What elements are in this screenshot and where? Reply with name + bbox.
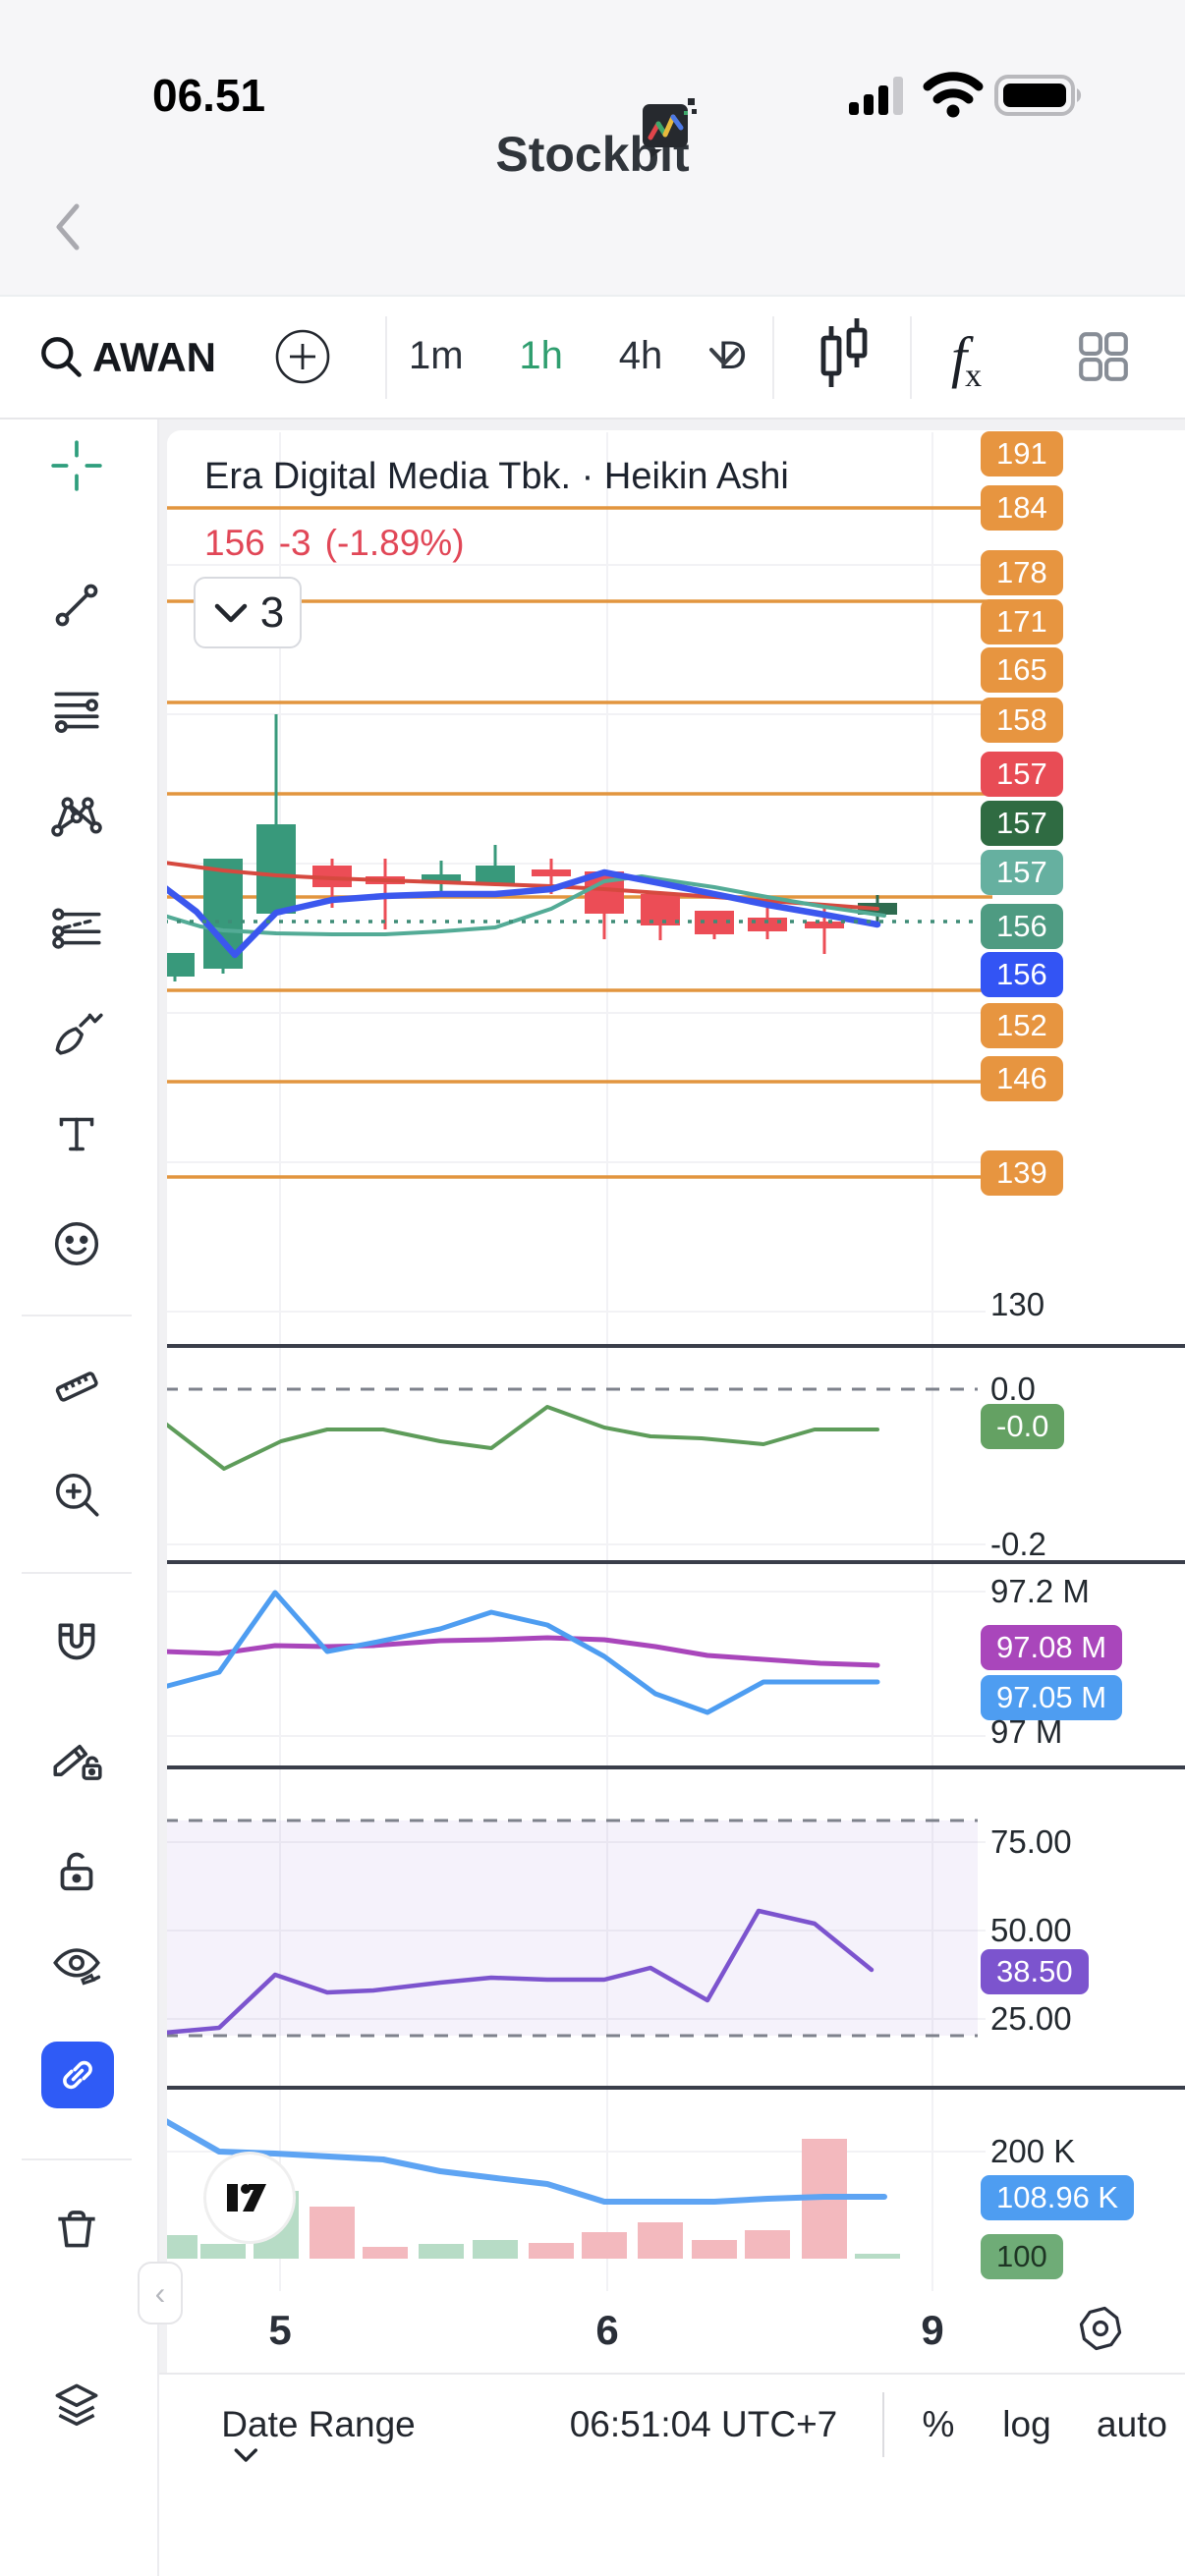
text-tool-icon[interactable]	[48, 1105, 105, 1162]
price-label: 108.96 K	[981, 2175, 1135, 2220]
timeframe-1h[interactable]: 1h	[519, 334, 563, 377]
trend-line-icon[interactable]	[48, 577, 105, 634]
chart-settings-gear-icon[interactable]	[1077, 2305, 1124, 2352]
price-label: 184	[981, 485, 1063, 531]
candle-style-icon[interactable]	[810, 316, 873, 397]
timeframe-1m[interactable]: 1m	[409, 334, 464, 377]
sidebar-collapse-handle[interactable]: ‹	[138, 2262, 183, 2324]
toolbar-divider	[385, 316, 387, 399]
crosshair-icon[interactable]	[48, 437, 105, 494]
xabcd-pattern-icon[interactable]	[48, 788, 105, 845]
price-label: 97.08 M	[981, 1625, 1123, 1670]
horizontal-lines-icon[interactable]	[48, 682, 105, 739]
price-label: 157	[981, 752, 1063, 797]
axis-label: 75.00	[990, 1823, 1072, 1860]
toolbar-divider	[772, 316, 774, 399]
clock-utc[interactable]: 06:51:04 UTC+7	[569, 2404, 838, 2444]
price-change-pct: (-1.89%)	[324, 523, 465, 563]
brand-wordmark: Stockbit	[0, 126, 1185, 183]
battery-icon	[994, 75, 1082, 116]
sidebar-divider	[22, 1572, 132, 1574]
tradingview-logo	[203, 2152, 296, 2244]
timeframe-4h[interactable]: 4h	[618, 334, 663, 377]
price-label: 191	[981, 431, 1063, 476]
axis-label: 0.0	[990, 1371, 1036, 1407]
drawing-toolbar	[0, 420, 159, 2576]
price-label: 146	[981, 1056, 1063, 1101]
price-label: 156	[981, 904, 1063, 949]
chevron-down-icon	[214, 603, 247, 622]
timeframe-group: 1m 1h 4h D	[401, 295, 755, 418]
price-label: 158	[981, 698, 1063, 743]
status-header-background	[0, 0, 1185, 295]
axis-label: 200 K	[990, 2133, 1076, 2169]
price-label: 157	[981, 801, 1063, 846]
timeframe-chevron-down-icon[interactable]	[704, 342, 745, 371]
zoom-in-icon[interactable]	[48, 1466, 105, 1523]
drawings-count: 3	[259, 588, 285, 637]
price-label: 178	[981, 550, 1063, 595]
chart-title: Era Digital Media Tbk. · Heikin Ashi	[204, 456, 789, 497]
price-change: -3	[278, 523, 311, 563]
price-label: -0.0	[981, 1404, 1065, 1449]
price-label: 38.50	[981, 1949, 1089, 1994]
drawings-count-chip[interactable]: 3	[194, 577, 302, 648]
link-sync-tool-active[interactable]	[41, 2042, 114, 2108]
ruler-icon[interactable]	[48, 1358, 105, 1415]
axis-label: -0.2	[990, 1526, 1046, 1562]
price-label: 97.05 M	[981, 1675, 1123, 1720]
toolbar-divider	[910, 316, 912, 399]
price-change-row: 156 -3 (-1.89%)	[204, 523, 479, 564]
date-range-button[interactable]: Date Range	[221, 2404, 416, 2465]
price-label: 165	[981, 647, 1063, 693]
magnet-icon[interactable]	[48, 1616, 105, 1673]
stockbit-logo-icon	[643, 98, 697, 158]
cellular-signal-icon	[849, 77, 903, 115]
emoji-icon[interactable]	[48, 1215, 105, 1272]
price-label: 171	[981, 599, 1063, 644]
hide-drawings-icon[interactable]	[48, 1937, 105, 1994]
date-range-label: Date Range	[221, 2404, 416, 2444]
axis-label: 97.2 M	[990, 1573, 1090, 1609]
brush-icon[interactable]	[48, 1004, 105, 1061]
symbol-search[interactable]: AWAN	[92, 334, 216, 380]
last-price: 156	[204, 523, 265, 563]
log-scale-button[interactable]: log	[1002, 2404, 1051, 2444]
search-icon[interactable]	[35, 330, 86, 383]
axis-label: 130	[990, 1286, 1045, 1322]
sidebar-divider	[22, 2158, 132, 2160]
status-time: 06.51	[152, 70, 266, 121]
date-label: 5	[268, 2307, 292, 2353]
trash-icon[interactable]	[48, 2201, 105, 2258]
axis-label: 25.00	[990, 2000, 1072, 2037]
tradingview-glyph-icon	[227, 2184, 266, 2212]
price-label: 156	[981, 952, 1063, 997]
long-position-icon[interactable]	[48, 897, 105, 954]
drawing-lock-icon[interactable]	[48, 1729, 105, 1786]
fx-indicators-button[interactable]: fx	[951, 325, 983, 394]
date-label: 6	[595, 2307, 619, 2353]
chevron-down-icon	[234, 2448, 257, 2462]
layers-icon[interactable]	[48, 2376, 105, 2433]
link-icon	[63, 2060, 92, 2090]
lock-icon[interactable]	[48, 1842, 105, 1899]
back-button[interactable]	[47, 200, 90, 253]
add-indicator-button[interactable]	[273, 327, 332, 386]
price-label: 152	[981, 1003, 1063, 1048]
wifi-icon	[923, 72, 984, 118]
axis-label: 97 M	[990, 1713, 1063, 1750]
price-label: 139	[981, 1150, 1063, 1196]
axis-label: 50.00	[990, 1912, 1072, 1948]
footer-divider	[882, 2392, 884, 2457]
percent-scale-button[interactable]: %	[922, 2404, 955, 2444]
footer-bar: Date Range 06:51:04 UTC+7 % log auto	[159, 2373, 1185, 2477]
sidebar-divider	[22, 1315, 132, 1316]
date-label: 9	[921, 2307, 944, 2353]
chart-toolbar	[0, 295, 1185, 420]
price-label: 100	[981, 2234, 1063, 2279]
layout-grid-icon[interactable]	[1075, 328, 1132, 385]
price-label: 157	[981, 850, 1063, 895]
auto-scale-button[interactable]: auto	[1096, 2404, 1168, 2444]
